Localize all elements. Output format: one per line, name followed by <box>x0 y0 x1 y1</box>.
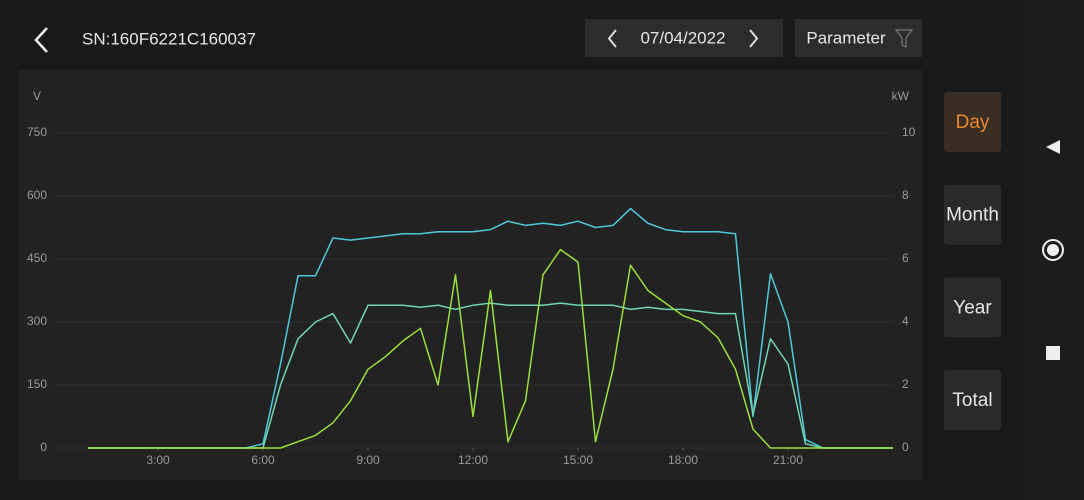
x-tick-label: 3:00 <box>146 453 170 467</box>
nav-home[interactable] <box>1042 239 1064 261</box>
y-tick-label: 300 <box>27 314 47 328</box>
back-button[interactable] <box>34 27 48 53</box>
x-tick-label: 18:00 <box>668 453 698 467</box>
y-tick-label: 150 <box>27 377 47 391</box>
tab-label[interactable]: Month <box>946 205 999 226</box>
nav-back[interactable] <box>1046 140 1060 154</box>
y-tick-label: 750 <box>27 125 47 139</box>
next-date[interactable] <box>749 29 759 48</box>
x-tick-label: 12:00 <box>458 453 488 467</box>
chart-panel <box>18 70 922 480</box>
y-tick-label: 600 <box>27 188 47 202</box>
filter-icon <box>894 29 914 48</box>
y2-tick-label: 4 <box>902 314 909 328</box>
date-picker <box>585 19 783 57</box>
nav-home-dot <box>1047 244 1059 256</box>
x-tick-label: 9:00 <box>356 453 380 467</box>
y2-axis-title: kW <box>892 89 910 103</box>
x-tick-label: 6:00 <box>251 453 275 467</box>
y-axis-title: V <box>33 89 41 103</box>
series-line <box>88 248 893 449</box>
y-tick-label: 450 <box>27 251 47 265</box>
tab-label[interactable]: Year <box>953 297 992 318</box>
prev-date[interactable] <box>607 29 617 48</box>
parameter-button[interactable] <box>795 19 922 57</box>
tab[interactable] <box>944 184 1001 245</box>
x-tick-label: 15:00 <box>563 453 593 467</box>
tab[interactable] <box>944 370 1001 431</box>
tab[interactable] <box>944 92 1001 152</box>
tab-label[interactable]: Total <box>952 390 992 411</box>
y2-tick-label: 0 <box>902 440 909 454</box>
y2-tick-label: 6 <box>902 251 909 265</box>
device-title: SN:160F6221C160037 <box>82 29 256 48</box>
y-tick-label: 0 <box>40 440 47 454</box>
parameter-label[interactable]: Parameter <box>806 28 886 47</box>
nav-recent[interactable] <box>1046 346 1060 360</box>
x-tick-label: 21:00 <box>773 453 803 467</box>
y2-tick-label: 10 <box>902 125 916 139</box>
y2-tick-label: 8 <box>902 188 909 202</box>
date[interactable]: 07/04/2022 <box>640 28 725 47</box>
tab-label[interactable]: Day <box>956 112 990 133</box>
tab[interactable] <box>944 277 1001 338</box>
y2-tick-label: 2 <box>902 377 909 391</box>
